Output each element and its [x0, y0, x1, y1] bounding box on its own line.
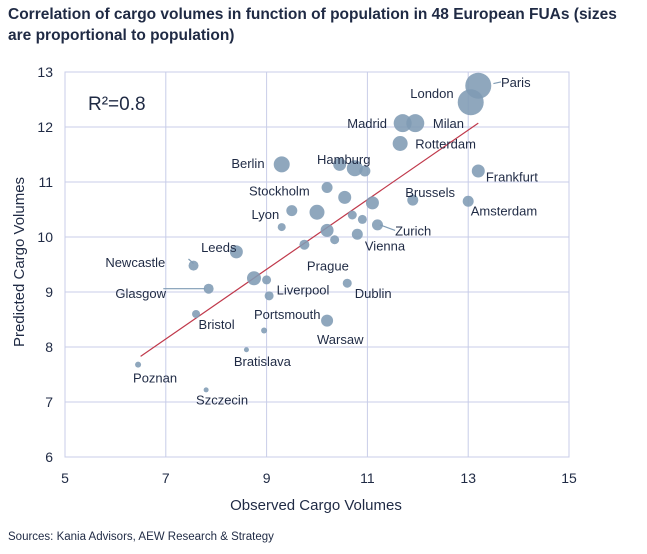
data-point-7	[346, 160, 363, 177]
x-tick-label-5: 15	[561, 470, 577, 486]
plot-frame	[64, 71, 570, 458]
data-point-12	[365, 196, 379, 210]
data-point-22	[351, 228, 363, 240]
point-label-0: Paris	[501, 75, 531, 90]
data-points	[135, 72, 492, 393]
label-leader-15	[188, 258, 194, 264]
data-point-21	[371, 219, 383, 231]
point-label-22: Warsaw	[317, 332, 364, 347]
y-axis-label: Predicted Cargo Volumes	[11, 177, 28, 347]
point-label-21: Portsmouth	[254, 307, 320, 322]
data-point-29	[342, 278, 352, 288]
data-point-18	[357, 214, 367, 224]
x-tick-label-4: 13	[460, 470, 476, 486]
point-label-16: Prague	[307, 259, 349, 274]
data-point-33	[321, 314, 334, 327]
point-label-17: Liverpool	[277, 282, 330, 297]
data-point-17	[347, 210, 357, 220]
point-label-5: Berlin	[231, 156, 264, 171]
r-squared-annotation: R²=0.8	[88, 94, 146, 115]
y-tick-label-5: 11	[38, 174, 53, 190]
data-point-10	[321, 182, 333, 193]
point-label-12: Zurich	[395, 223, 431, 238]
data-point-24	[299, 239, 310, 250]
point-label-1: London	[410, 86, 453, 101]
data-point-37	[203, 387, 209, 393]
data-point-8	[359, 165, 371, 177]
y-tick-label-3: 9	[45, 284, 53, 300]
point-label-24: Poznan	[133, 370, 177, 385]
data-point-23	[330, 235, 340, 245]
point-labels: Paris London Madrid Milan Rotterdam Berlin Ham…	[105, 75, 538, 407]
label-leader-0	[493, 81, 502, 85]
tick-labels: 5 7 9 11 13 15 6 7 8 9 10 11 12 13	[37, 64, 577, 486]
x-tick-label-2: 9	[263, 470, 271, 486]
data-point-15	[286, 205, 298, 217]
point-label-7: Frankfurt	[486, 170, 538, 185]
data-point-4	[392, 136, 408, 151]
point-label-13: Vienna	[365, 238, 406, 253]
point-label-23: Bratislava	[234, 354, 292, 369]
point-label-25: Szczecin	[196, 392, 248, 407]
point-label-18: Dublin	[355, 286, 392, 301]
data-point-34	[261, 327, 268, 334]
point-label-4: Rotterdam	[415, 137, 476, 152]
chart-title: Correlation of cargo volumes in function…	[8, 6, 617, 44]
point-label-19: Glasgow	[115, 286, 166, 301]
data-point-32	[192, 310, 201, 318]
point-label-8: Stockholm	[249, 183, 310, 198]
data-point-20	[320, 223, 334, 237]
y-tick-label-2: 8	[45, 339, 53, 355]
data-point-27	[247, 271, 261, 286]
data-point-2	[393, 114, 412, 133]
y-tick-label-1: 7	[45, 394, 53, 410]
x-tick-label-1: 7	[162, 470, 170, 486]
point-label-2: Madrid	[347, 116, 387, 131]
data-point-13	[407, 194, 419, 206]
data-point-36	[135, 361, 142, 368]
data-point-5	[273, 156, 290, 173]
data-point-31	[264, 291, 274, 301]
data-point-1	[457, 89, 484, 116]
point-label-6: Hamburg	[317, 152, 370, 167]
point-label-14: Leeds	[201, 240, 237, 255]
point-label-15: Newcastle	[105, 255, 165, 270]
data-point-19	[277, 223, 286, 232]
label-leaders	[163, 81, 502, 290]
y-tick-label-0: 6	[45, 449, 53, 465]
point-label-3: Milan	[433, 116, 464, 131]
data-point-6	[333, 157, 347, 171]
y-tick-label-6: 12	[37, 119, 53, 135]
scatter-chart: Paris London Madrid Milan Rotterdam Berlin Ham…	[11, 64, 577, 514]
x-axis-label: Observed Cargo Volumes	[230, 497, 402, 514]
data-point-30	[203, 283, 214, 294]
point-label-11: Lyon	[251, 207, 279, 222]
data-point-25	[229, 245, 243, 259]
data-point-16	[309, 204, 325, 220]
data-point-28	[262, 275, 272, 285]
data-point-35	[243, 347, 249, 353]
point-label-20: Bristol	[199, 317, 235, 332]
data-point-11	[338, 190, 352, 204]
x-tick-label-3: 11	[360, 470, 375, 486]
point-label-10: Amsterdam	[471, 204, 537, 219]
y-tick-label-4: 10	[37, 229, 53, 245]
data-point-9	[471, 164, 485, 178]
axes	[64, 71, 570, 458]
x-tick-label-0: 5	[61, 470, 69, 486]
point-label-9: Brussels	[405, 185, 455, 200]
data-point-3	[406, 114, 425, 133]
source-note: Sources: Kania Advisors, AEW Research & …	[8, 531, 274, 543]
label-leader-12	[379, 224, 396, 231]
data-point-14	[462, 195, 474, 207]
data-point-26	[188, 260, 199, 271]
y-tick-label-7: 13	[37, 64, 53, 80]
